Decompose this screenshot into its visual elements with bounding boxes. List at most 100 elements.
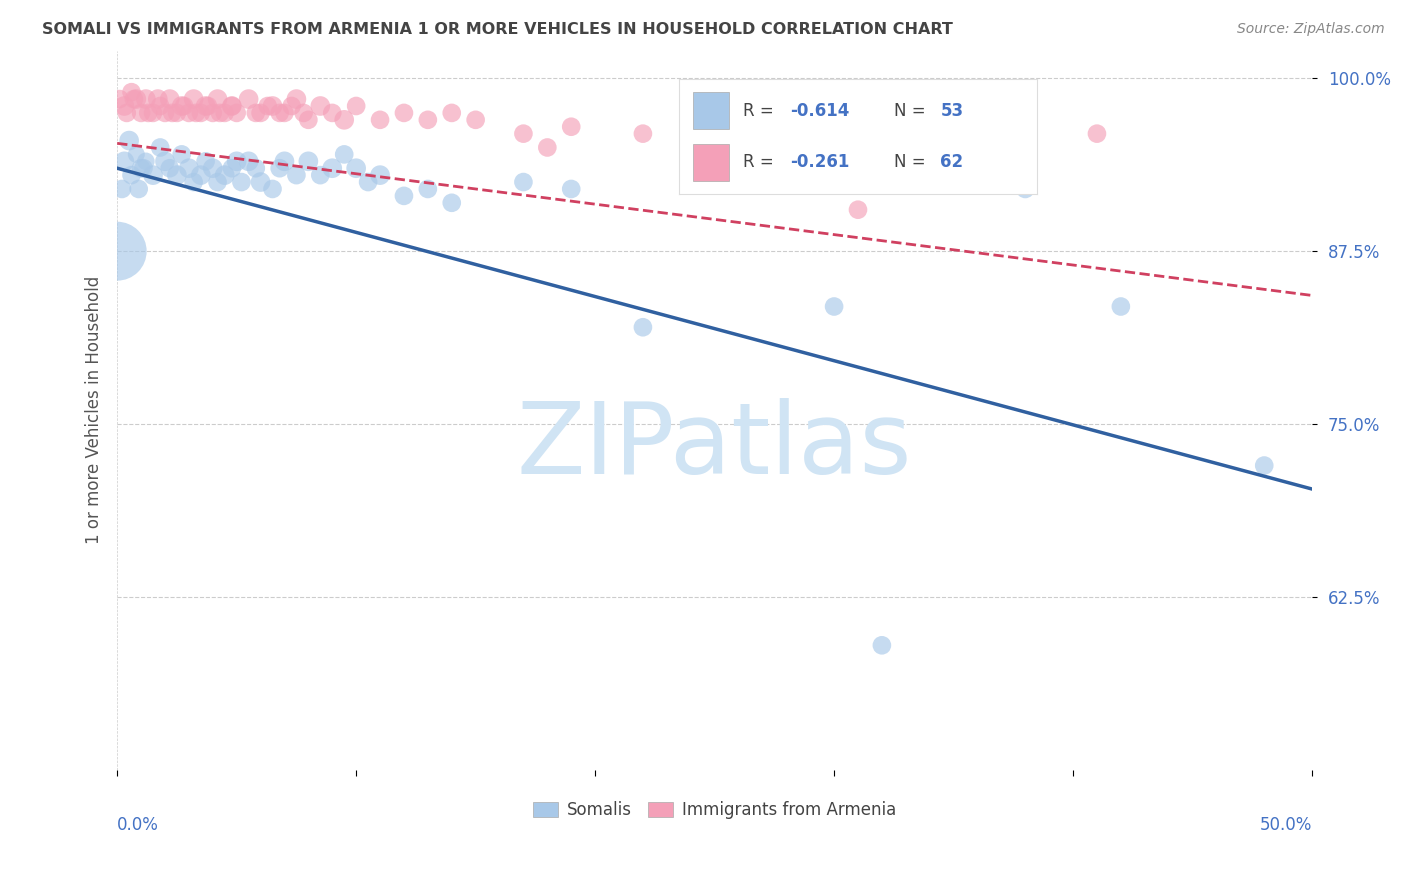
Point — [269, 161, 291, 176]
Point — [321, 106, 343, 120]
Point — [679, 127, 702, 141]
Point — [201, 161, 224, 176]
Point — [108, 92, 131, 106]
Point — [115, 106, 138, 120]
Point — [136, 106, 159, 120]
Point — [966, 168, 988, 182]
Point — [132, 161, 155, 176]
Text: 50.0%: 50.0% — [1260, 816, 1312, 835]
Point — [823, 300, 845, 314]
Point — [118, 134, 141, 148]
Point — [225, 106, 247, 120]
Point — [173, 99, 195, 113]
Y-axis label: 1 or more Vehicles in Household: 1 or more Vehicles in Household — [86, 277, 103, 544]
Text: ZIPatlas: ZIPatlas — [517, 398, 912, 495]
Point — [153, 106, 176, 120]
Text: 0.0%: 0.0% — [117, 816, 159, 835]
Point — [297, 154, 319, 169]
Point — [368, 112, 391, 127]
Point — [249, 106, 271, 120]
Point — [146, 92, 169, 106]
Point — [256, 99, 278, 113]
Point — [309, 99, 332, 113]
Point — [111, 182, 134, 196]
Point — [368, 168, 391, 182]
Point — [142, 168, 165, 182]
Point — [135, 154, 157, 169]
Point — [207, 92, 229, 106]
Point — [121, 168, 143, 182]
Point — [184, 106, 207, 120]
Point — [560, 182, 582, 196]
Point — [870, 638, 893, 652]
Point — [560, 120, 582, 134]
Point — [357, 175, 380, 189]
Point — [201, 106, 224, 120]
Point — [160, 106, 183, 120]
Point — [285, 92, 308, 106]
Point — [177, 161, 200, 176]
Point — [273, 106, 295, 120]
Point — [262, 182, 284, 196]
Point — [727, 168, 749, 182]
Point — [197, 99, 219, 113]
Point — [221, 99, 243, 113]
Point — [159, 161, 181, 176]
Point — [183, 175, 205, 189]
Text: Source: ZipAtlas.com: Source: ZipAtlas.com — [1237, 22, 1385, 37]
Point — [262, 99, 284, 113]
Point — [631, 127, 654, 141]
Point — [416, 112, 439, 127]
Legend: Somalis, Immigrants from Armenia: Somalis, Immigrants from Armenia — [527, 795, 903, 826]
Point — [440, 195, 463, 210]
Point — [121, 85, 143, 99]
Point — [225, 154, 247, 169]
Point — [333, 112, 356, 127]
Point — [846, 202, 869, 217]
Point — [221, 161, 243, 176]
Point — [208, 106, 231, 120]
Point — [309, 168, 332, 182]
Point — [149, 140, 172, 154]
Point — [344, 99, 367, 113]
Point — [231, 175, 253, 189]
Point — [245, 161, 267, 176]
Point — [221, 99, 243, 113]
Point — [112, 154, 135, 169]
Point — [1085, 127, 1108, 141]
Point — [464, 112, 486, 127]
Point — [149, 99, 172, 113]
Point — [333, 147, 356, 161]
Point — [129, 106, 152, 120]
Point — [238, 154, 260, 169]
Point — [170, 147, 193, 161]
Point — [190, 106, 212, 120]
Point — [751, 134, 773, 148]
Point — [280, 99, 302, 113]
Point — [440, 106, 463, 120]
Point — [190, 168, 212, 182]
Point — [128, 182, 150, 196]
Point — [129, 161, 152, 176]
Point — [214, 106, 236, 120]
Point — [183, 92, 205, 106]
Point — [1014, 182, 1036, 196]
Point — [285, 168, 308, 182]
Text: SOMALI VS IMMIGRANTS FROM ARMENIA 1 OR MORE VEHICLES IN HOUSEHOLD CORRELATION CH: SOMALI VS IMMIGRANTS FROM ARMENIA 1 OR M… — [42, 22, 953, 37]
Point — [249, 175, 271, 189]
Point — [170, 99, 193, 113]
Point — [238, 92, 260, 106]
Point — [166, 106, 188, 120]
Point — [269, 106, 291, 120]
Point — [122, 92, 145, 106]
Point — [1253, 458, 1275, 473]
Point — [177, 106, 200, 120]
Point — [112, 99, 135, 113]
Point — [297, 112, 319, 127]
Point — [512, 175, 534, 189]
Point — [392, 189, 415, 203]
Point — [512, 127, 534, 141]
Point — [292, 106, 315, 120]
Point — [142, 106, 165, 120]
Point — [214, 168, 236, 182]
